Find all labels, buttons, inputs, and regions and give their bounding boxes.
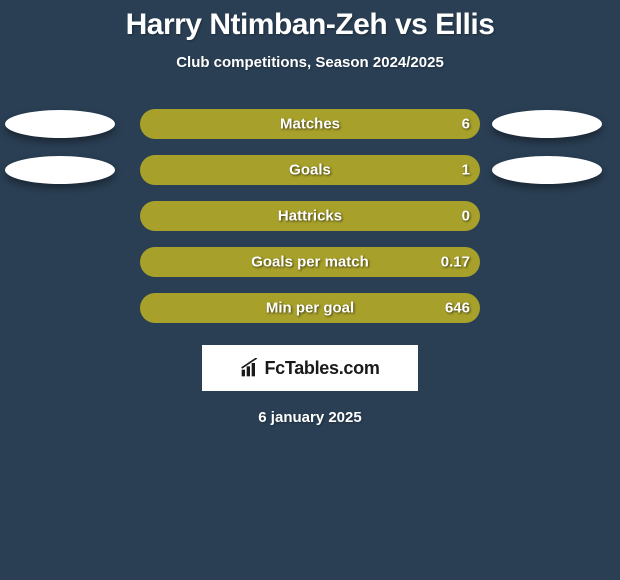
logo-inner: FcTables.com — [240, 358, 379, 379]
stat-value: 0 — [462, 208, 470, 225]
stats-container: Matches 6 Goals 1 Hattricks 0 Goals per match 0… — [0, 109, 620, 323]
stat-label: Min per goal — [266, 300, 354, 317]
player-left-marker — [5, 110, 115, 138]
date-text: 6 january 2025 — [0, 409, 620, 426]
stat-row: Min per goal 646 — [0, 293, 620, 323]
logo-badge: FcTables.com — [202, 345, 418, 391]
stat-label: Goals per match — [251, 254, 369, 271]
bar-chart-icon — [240, 358, 260, 378]
page-subtitle: Club competitions, Season 2024/2025 — [0, 54, 620, 71]
stat-label: Goals — [289, 162, 331, 179]
page-title: Harry Ntimban-Zeh vs Ellis — [0, 0, 620, 42]
stat-value: 0.17 — [441, 254, 470, 271]
stat-label: Matches — [280, 116, 340, 133]
stat-row: Hattricks 0 — [0, 201, 620, 231]
stat-label: Hattricks — [278, 208, 342, 225]
player-left-marker — [5, 156, 115, 184]
stat-row: Goals per match 0.17 — [0, 247, 620, 277]
stat-value: 6 — [462, 116, 470, 133]
stat-value: 646 — [445, 300, 470, 317]
stat-row: Goals 1 — [0, 155, 620, 185]
player-right-marker — [492, 110, 602, 138]
player-right-marker — [492, 156, 602, 184]
logo-text: FcTables.com — [264, 358, 379, 379]
stat-value: 1 — [462, 162, 470, 179]
stat-row: Matches 6 — [0, 109, 620, 139]
